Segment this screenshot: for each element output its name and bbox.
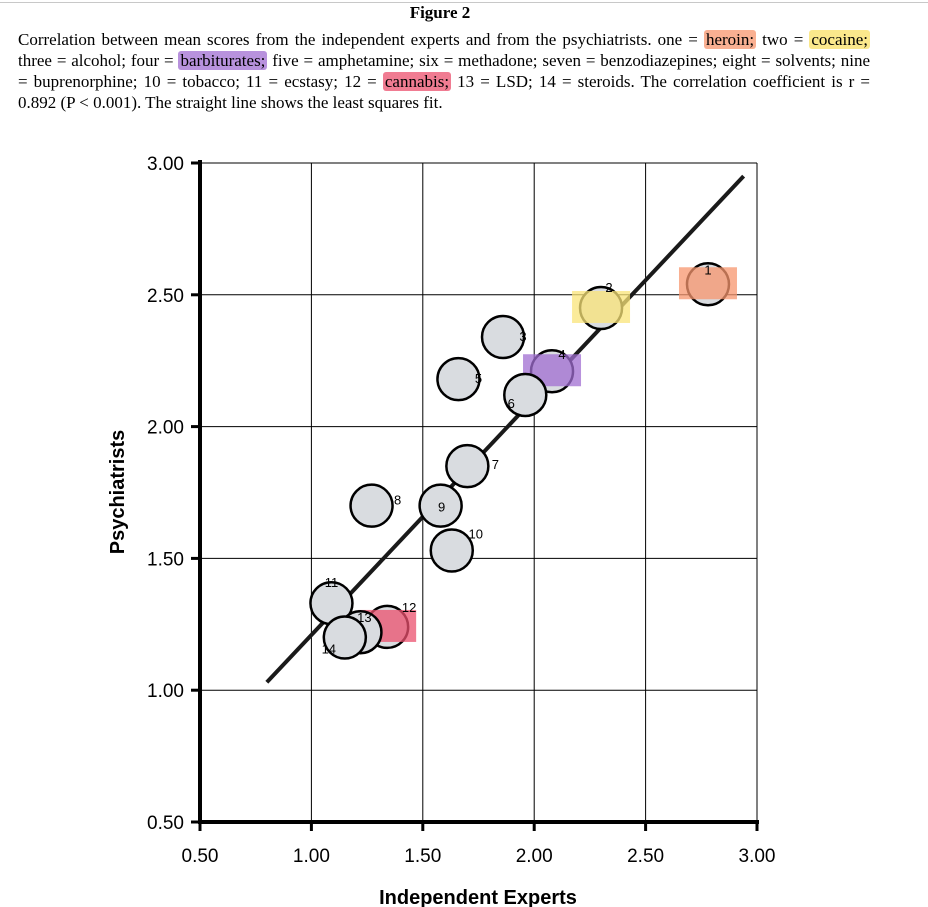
y-tick-label: 3.00 bbox=[147, 154, 184, 175]
point-label: 2 bbox=[605, 280, 612, 295]
point-marker bbox=[322, 615, 368, 660]
data-point-8: 8 bbox=[349, 483, 401, 528]
y-tick-label: 1.50 bbox=[147, 549, 184, 570]
point-label: 8 bbox=[394, 493, 401, 508]
caption-highlight-orange: heroin; bbox=[703, 30, 757, 49]
x-tick-label: 0.50 bbox=[182, 846, 219, 867]
grid-layer bbox=[200, 162, 758, 822]
point-label: 6 bbox=[508, 396, 515, 411]
y-tick-label: 2.50 bbox=[147, 286, 184, 307]
point-label: 10 bbox=[469, 526, 483, 541]
axes bbox=[191, 160, 759, 831]
y-axis-title: Psychiatrists bbox=[107, 430, 129, 555]
data-point-9: 9 bbox=[418, 483, 463, 528]
data-point-3: 3 bbox=[480, 314, 527, 360]
point-label: 9 bbox=[438, 500, 445, 515]
x-tick-label: 2.00 bbox=[516, 846, 553, 867]
data-point-6: 6 bbox=[503, 372, 548, 418]
point-label: 4 bbox=[558, 347, 565, 362]
data-point-1: 1 bbox=[678, 262, 737, 307]
tick-labels: 0.50 1.00 1.50 2.00 2.50 3.00 0.50 1.00 1.50 2.00… bbox=[147, 154, 775, 867]
data-point-10: 10 bbox=[429, 526, 483, 573]
y-tick-label: 1.00 bbox=[147, 681, 184, 702]
caption-text: Correlation between mean scores from the… bbox=[18, 30, 704, 49]
figure-title: Figure 2 bbox=[409, 3, 471, 22]
point-label: 12 bbox=[402, 600, 416, 615]
point-marker bbox=[480, 314, 526, 360]
point-marker bbox=[445, 443, 490, 489]
top-rule bbox=[0, 2, 928, 3]
y-tick-label: 2.00 bbox=[147, 418, 184, 439]
point-marker bbox=[418, 483, 463, 528]
caption-text: five = amphetamine; six = methadone; sev… bbox=[18, 51, 870, 91]
point-label: 13 bbox=[357, 610, 371, 625]
figure-caption: Correlation between mean scores from the… bbox=[18, 29, 871, 113]
x-tick-label: 1.50 bbox=[404, 846, 441, 867]
caption-highlight-yellow: cocaine; bbox=[809, 30, 871, 49]
point-label: 5 bbox=[475, 371, 482, 386]
x-tick-label: 2.50 bbox=[627, 846, 664, 867]
point-label: 7 bbox=[492, 457, 499, 472]
data-point-7: 7 bbox=[445, 443, 499, 489]
caption-highlight-red: cannabis; bbox=[382, 72, 452, 91]
highlight-box-yellow bbox=[572, 290, 631, 323]
data-point-2: 2 bbox=[572, 280, 631, 331]
data-point-14: 14 bbox=[322, 615, 368, 660]
point-marker bbox=[429, 528, 475, 573]
caption-highlight-purple: barbiturates; bbox=[178, 51, 268, 70]
x-tick-label: 1.00 bbox=[293, 846, 330, 867]
x-tick-label: 3.00 bbox=[739, 846, 776, 867]
point-marker bbox=[436, 356, 481, 402]
data-point-5: 5 bbox=[436, 356, 482, 402]
caption-text: 13 = LSD; 14 = steroids. The correlation… bbox=[18, 72, 870, 112]
point-label: 11 bbox=[325, 575, 339, 590]
point-marker bbox=[503, 372, 548, 418]
point-label: 1 bbox=[704, 262, 711, 277]
point-label: 14 bbox=[322, 641, 336, 656]
x-axis-title: Independent Experts bbox=[379, 887, 577, 907]
caption-text: three = alcohol; four = bbox=[18, 51, 179, 70]
point-marker bbox=[349, 483, 394, 528]
point-label: 3 bbox=[519, 329, 526, 344]
highlight-box-orange bbox=[678, 267, 737, 300]
caption-text: two = bbox=[756, 30, 810, 49]
y-tick-label: 0.50 bbox=[147, 813, 184, 834]
